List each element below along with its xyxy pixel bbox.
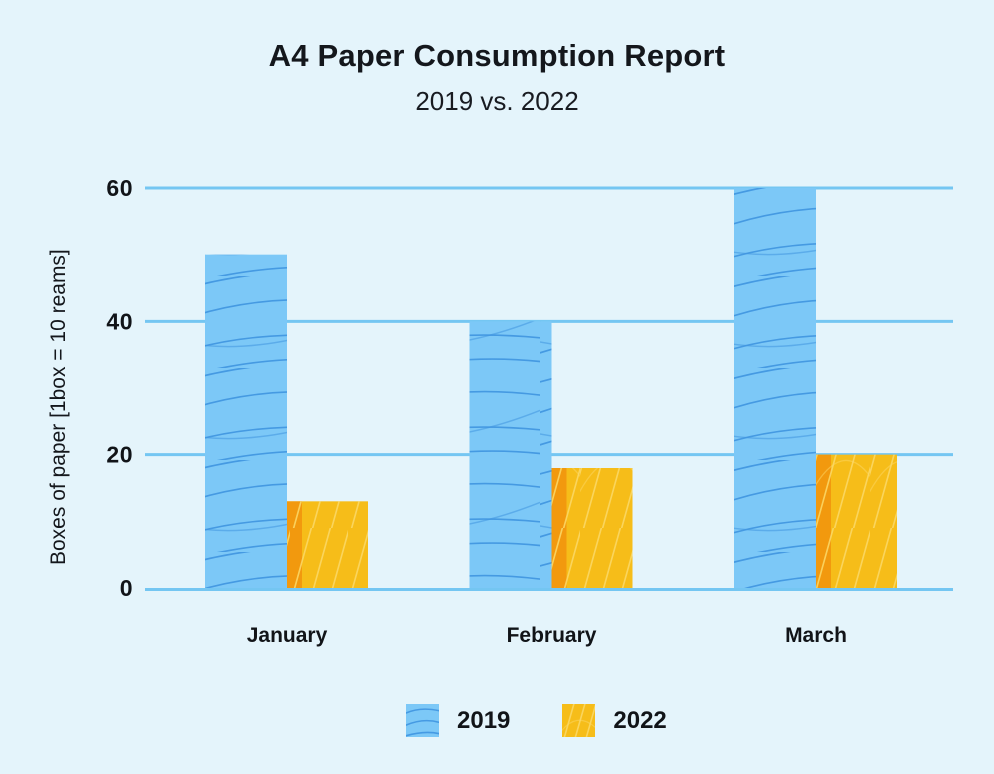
legend: 2019 2022 [406,704,667,737]
chart-subtitle: 2019 vs. 2022 [415,86,579,116]
bars-group: January February March [205,188,897,647]
x-label-january: January [247,624,328,647]
bar-texture [551,468,633,588]
legend-item-2022: 2022 [562,704,667,737]
legend-swatch-2019-icon [406,704,439,737]
y-tick-20: 20 [106,442,133,468]
bar-texture [734,188,816,588]
legend-label-2019: 2019 [457,707,511,734]
x-label-february: February [507,624,597,647]
chart-title: A4 Paper Consumption Report [268,38,726,73]
y-tick-0: 0 [120,575,133,601]
legend-item-2019: 2019 [406,704,510,737]
bar-texture [287,501,368,588]
y-tick-40: 40 [106,308,133,334]
bar-texture [816,454,897,588]
y-tick-60: 60 [106,175,133,201]
bar-texture [469,321,552,588]
legend-swatch-2022-icon [562,704,596,737]
bar-texture [205,254,287,588]
legend-label-2022: 2022 [613,707,667,734]
x-label-march: March [785,624,847,647]
